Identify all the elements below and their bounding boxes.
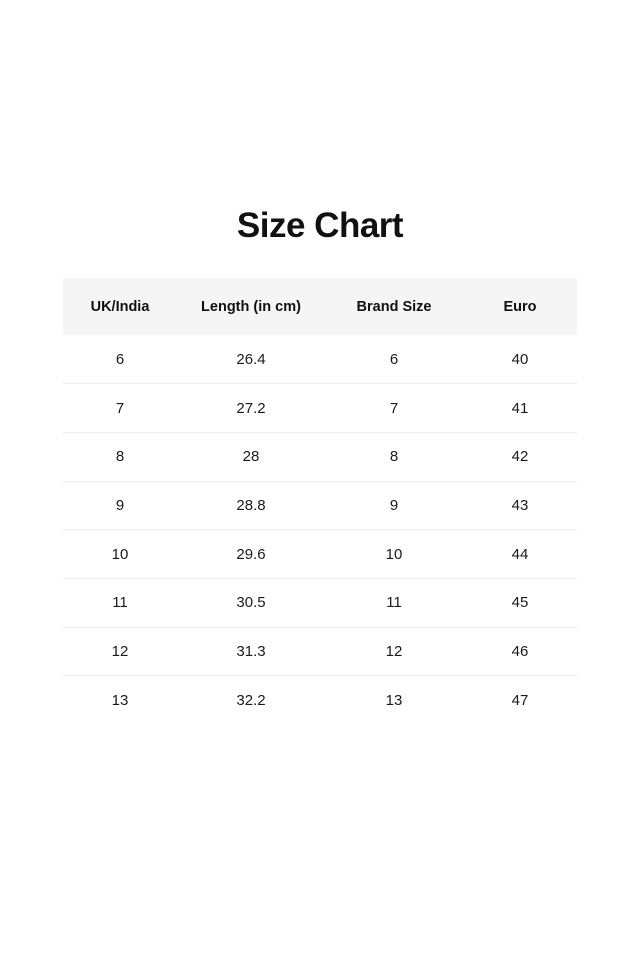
table-row: 7 27.2 7 41 [63,383,577,433]
cell-brand-size: 11 [386,594,402,612]
cell-uk-india: 10 [111,545,129,563]
column-header-euro: Euro [503,298,537,315]
cell-length-cm: 26.4 [236,350,266,368]
cell-euro: 41 [511,399,529,417]
cell-brand-size: 10 [385,545,403,563]
cell-brand-size: 9 [389,496,399,514]
cell-length-cm: 30.5 [236,594,266,612]
cell-uk-india: 11 [112,594,128,612]
cell-brand-size: 6 [389,350,399,368]
table-row: 11 30.5 11 45 [63,578,577,627]
cell-euro: 44 [511,545,529,563]
column-header-length-cm: Length (in cm) [201,298,301,315]
cell-length-cm: 32.2 [236,691,266,709]
cell-euro: 43 [511,496,529,514]
cell-uk-india: 7 [115,399,125,417]
cell-brand-size: 7 [389,399,399,417]
cell-brand-size: 8 [389,448,399,466]
size-chart-container: Size Chart UK/India Length (in cm) Brand… [63,205,577,725]
cell-euro: 42 [511,448,529,466]
column-header-uk-india: UK/India [90,298,150,315]
cell-brand-size: 13 [385,691,403,709]
cell-uk-india: 8 [115,448,125,466]
cell-uk-india: 13 [111,691,129,709]
cell-uk-india: 9 [115,496,125,514]
table-header-row: UK/India Length (in cm) Brand Size Euro [63,278,577,335]
table-row: 10 29.6 10 44 [63,529,577,579]
table-row: 6 26.4 6 40 [63,335,577,384]
cell-uk-india: 6 [115,350,125,368]
column-header-brand-size: Brand Size [356,298,432,315]
cell-length-cm: 31.3 [236,642,266,660]
table-row: 13 32.2 13 47 [63,675,577,725]
table-header: UK/India Length (in cm) Brand Size Euro [63,278,577,335]
cell-length-cm: 29.6 [236,545,266,563]
table-row: 9 28.8 9 43 [63,481,577,530]
page-title: Size Chart [236,206,404,245]
cell-length-cm: 28.8 [236,496,266,514]
cell-length-cm: 28 [242,448,260,466]
cell-euro: 40 [511,350,529,368]
table-row: 8 28 8 42 [63,432,577,481]
cell-euro: 46 [511,642,529,660]
size-chart-table: UK/India Length (in cm) Brand Size Euro … [63,278,577,725]
table-row: 12 31.3 12 46 [63,627,577,676]
cell-brand-size: 12 [385,642,403,660]
cell-length-cm: 27.2 [236,399,266,417]
table-body: 6 26.4 6 40 7 27.2 7 41 8 28 8 42 [63,335,577,725]
cell-uk-india: 12 [111,642,129,660]
cell-euro: 45 [511,594,529,612]
cell-euro: 47 [511,691,529,709]
